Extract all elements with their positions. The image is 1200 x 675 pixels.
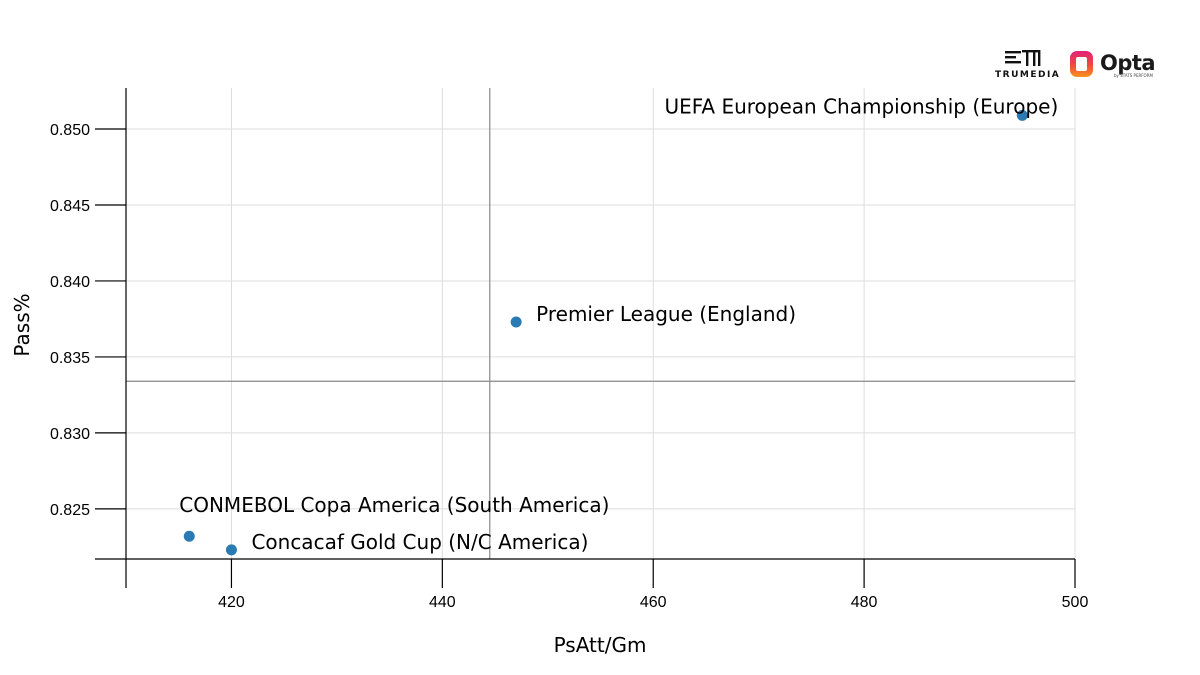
point-label: UEFA European Championship (Europe): [664, 94, 1058, 118]
point-label: Premier League (England): [536, 302, 796, 326]
data-point: [183, 530, 195, 542]
trumedia-logo: TRUMEDIA: [993, 48, 1061, 84]
point-label: CONMEBOL Copa America (South America): [179, 493, 609, 517]
axes: 420 440 460 480 500 0.825 0.830 0.835 0.840 0.845…: [50, 88, 1088, 611]
x-tick-label: 480: [851, 594, 878, 611]
y-tick-label: 0.830: [50, 426, 90, 443]
x-axis-title: PsAtt/Gm: [554, 633, 647, 657]
x-tick-label: 440: [429, 594, 456, 611]
trumedia-mark-icon: [1005, 50, 1041, 66]
opta-wordmark: Opta: [1100, 51, 1156, 75]
opta-mark-icon: [1070, 51, 1093, 77]
point-label: Concacaf Gold Cup (N/C America): [251, 530, 588, 554]
opta-logo: Opta by STATS PERFORM: [1068, 48, 1158, 84]
y-tick-label: 0.840: [50, 274, 90, 291]
data-point: [510, 316, 522, 328]
y-tick-label: 0.850: [50, 122, 90, 139]
data-point: [225, 544, 237, 556]
y-tick-label: 0.825: [50, 502, 90, 519]
x-tick-label: 420: [218, 594, 245, 611]
data-point: [1016, 109, 1028, 121]
opta-subtext: by STATS PERFORM: [1114, 73, 1153, 78]
y-tick-label: 0.845: [50, 198, 90, 215]
reference-lines: [126, 88, 1075, 559]
data-points: [183, 109, 1028, 556]
point-labels: UEFA European Championship (Europe) Premi…: [179, 94, 1058, 554]
x-tick-label: 460: [640, 594, 667, 611]
x-tick-label: 500: [1062, 594, 1089, 611]
y-axis-title: Pass%: [10, 293, 34, 356]
trumedia-wordmark: TRUMEDIA: [995, 70, 1061, 80]
y-tick-label: 0.835: [50, 350, 90, 367]
grid: [126, 88, 1076, 559]
